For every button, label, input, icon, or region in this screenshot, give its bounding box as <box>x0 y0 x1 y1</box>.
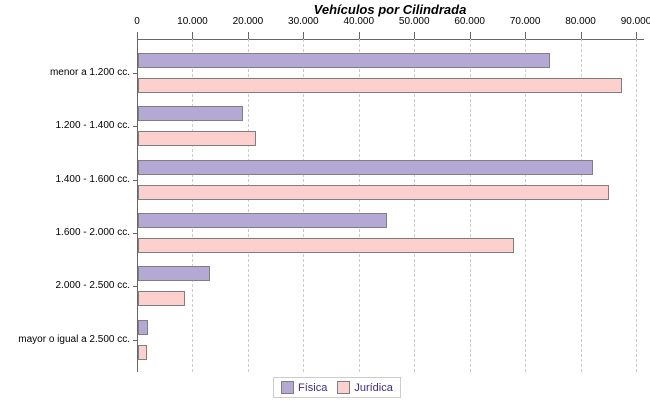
x-axis-tick <box>414 32 416 41</box>
gridline <box>247 39 249 372</box>
bar-fisica <box>138 106 243 121</box>
bar-fisica <box>138 213 387 228</box>
fisica-swatch <box>281 381 294 394</box>
x-tick-label: 30.000 <box>288 16 319 27</box>
gridline <box>580 39 582 372</box>
category-label: 1.200 - 1.400 cc. <box>55 120 131 131</box>
chart-title: Vehículos por Cilindrada <box>313 2 467 17</box>
x-axis-tick <box>247 32 249 41</box>
legend-entry-juridica: Jurídica <box>337 381 393 394</box>
category-tick <box>133 233 137 234</box>
gridline <box>636 39 637 372</box>
category-label: 1.600 - 2.000 cc. <box>55 227 131 238</box>
x-tick-label: 20.000 <box>232 16 264 27</box>
legend-label-fisica: Física <box>298 381 328 394</box>
category-label: menor a 1.200 cc. <box>49 67 130 78</box>
x-axis-line <box>137 39 644 40</box>
bar-fisica <box>138 266 210 281</box>
gridline <box>525 39 527 372</box>
category-tick <box>133 126 137 127</box>
x-axis-tick <box>636 32 637 41</box>
category-label: mayor o igual a 2.500 cc. <box>18 334 130 345</box>
x-axis-tick <box>580 32 582 41</box>
x-tick-label: 60.000 <box>454 16 485 27</box>
category-tick <box>133 340 137 341</box>
x-tick-label: 90.000 <box>620 16 650 27</box>
bar-juridica <box>138 131 256 146</box>
bar-fisica <box>138 320 148 335</box>
category-label: 2.000 - 2.500 cc. <box>55 280 131 291</box>
x-tick-label: 80.000 <box>565 16 596 27</box>
x-axis-tick <box>525 32 527 41</box>
bar-juridica <box>138 291 185 306</box>
category-tick <box>133 73 137 74</box>
gridline <box>469 39 471 372</box>
bar-juridica <box>138 185 609 200</box>
x-tick-label: 10.000 <box>177 16 208 27</box>
x-axis-tick <box>469 32 471 41</box>
x-tick-label: 0 <box>134 16 140 27</box>
category-tick <box>133 180 137 181</box>
category-label: 1.400 - 1.600 cc. <box>55 174 131 185</box>
x-tick-label: 40.000 <box>343 16 375 27</box>
bar-juridica <box>138 345 147 360</box>
category-tick <box>133 286 137 287</box>
gridline <box>414 39 416 372</box>
bar-fisica <box>138 53 550 68</box>
bar-juridica <box>138 78 622 93</box>
bar-juridica <box>138 238 514 253</box>
x-axis-tick <box>137 32 138 41</box>
gridline <box>192 39 194 372</box>
juridica-swatch <box>337 381 351 394</box>
x-tick-label: 70.000 <box>509 16 541 27</box>
gridline <box>358 39 360 372</box>
x-axis-tick <box>192 32 194 41</box>
y-axis-line <box>137 39 138 372</box>
legend: Física Jurídica <box>273 377 401 398</box>
x-tick-label: 50.000 <box>398 16 430 27</box>
bar-fisica <box>138 160 593 175</box>
gridline <box>303 39 305 372</box>
x-axis-tick <box>303 32 305 41</box>
legend-entry-fisica: Física <box>281 381 327 394</box>
x-axis-tick <box>358 32 360 41</box>
legend-label-juridica: Jurídica <box>354 381 393 394</box>
